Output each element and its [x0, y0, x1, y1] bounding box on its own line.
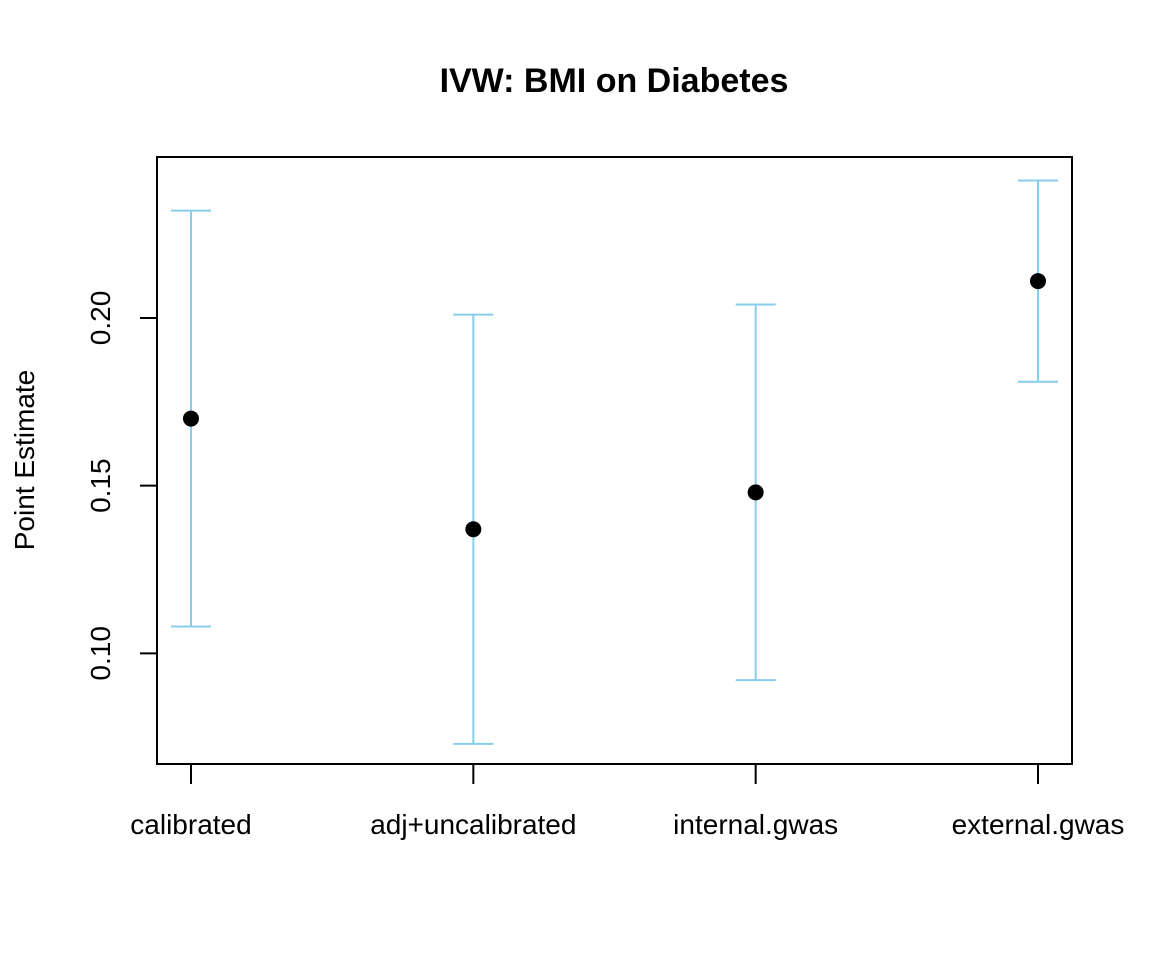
- point-estimate: [183, 410, 199, 427]
- x-tick-label: adj+uncalibrated: [370, 809, 576, 840]
- chart-title: IVW: BMI on Diabetes: [440, 62, 789, 100]
- x-axis: calibrated adj+uncalibrated internal.gwas e…: [130, 764, 1124, 840]
- y-axis: 0.10 0.15 0.20: [85, 291, 157, 681]
- y-tick-label: 0.15: [85, 458, 116, 513]
- x-tick-label: calibrated: [130, 809, 251, 840]
- point-estimate: [465, 521, 482, 538]
- point-estimate: [1030, 273, 1046, 290]
- y-tick-label: 0.20: [85, 291, 116, 346]
- error-bars: [171, 179, 1058, 745]
- y-axis-label: Point Estimate: [9, 370, 40, 551]
- point-estimate: [747, 484, 764, 501]
- x-tick-label: external.gwas: [952, 809, 1125, 840]
- plot-frame: [156, 156, 1073, 765]
- y-tick-label: 0.10: [85, 626, 116, 681]
- x-tick-label: internal.gwas: [673, 809, 838, 840]
- points: [183, 273, 1046, 538]
